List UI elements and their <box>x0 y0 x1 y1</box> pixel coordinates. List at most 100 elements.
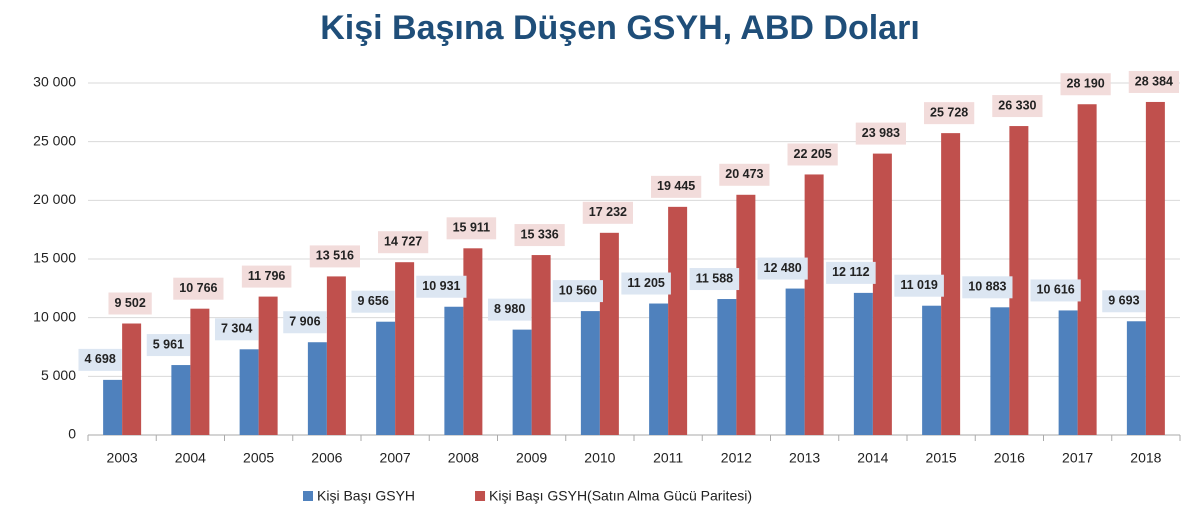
y-tick-label: 5 000 <box>41 367 76 383</box>
value-label: 11 796 <box>248 269 286 283</box>
value-label: 9 502 <box>114 296 145 310</box>
value-label: 4 698 <box>84 352 115 366</box>
value-label-box <box>78 348 122 371</box>
bar <box>395 262 415 435</box>
bar <box>171 365 191 435</box>
value-label-box <box>992 95 1043 118</box>
x-tick-label: 2015 <box>926 450 957 466</box>
value-label: 12 112 <box>832 265 870 279</box>
bar <box>444 306 464 435</box>
value-label: 11 588 <box>696 271 734 285</box>
value-label-box <box>787 143 838 166</box>
bar <box>326 276 346 435</box>
value-label-box <box>855 122 906 145</box>
value-label-box <box>894 274 944 297</box>
value-label: 28 190 <box>1067 77 1105 91</box>
legend-label: Kişi Başı GSYH(Satın Alma Gücü Paritesi) <box>489 488 752 504</box>
x-tick-label: 2006 <box>311 450 342 466</box>
value-label-box <box>924 102 975 125</box>
value-label: 11 205 <box>627 276 665 290</box>
value-label-box <box>214 318 259 341</box>
bar <box>239 349 259 435</box>
value-label-box <box>487 298 532 321</box>
x-tick-label: 2010 <box>584 450 615 466</box>
value-label: 20 473 <box>725 167 763 181</box>
x-tick-label: 2011 <box>653 450 683 466</box>
bar <box>853 292 873 435</box>
x-tick-label: 2004 <box>175 450 206 466</box>
x-tick-label: 2014 <box>857 450 888 466</box>
bar <box>103 379 123 435</box>
bar <box>1009 126 1029 435</box>
value-label-box <box>446 217 497 240</box>
value-label-box <box>173 277 224 300</box>
x-tick-label: 2003 <box>107 450 138 466</box>
y-tick-label: 30 000 <box>33 74 76 90</box>
value-label-box <box>962 276 1013 299</box>
y-tick-label: 0 <box>68 426 76 442</box>
bar <box>1145 101 1165 436</box>
y-tick-label: 15 000 <box>33 250 76 266</box>
bar <box>736 194 756 435</box>
value-label-box <box>552 280 603 303</box>
value-label-box <box>651 175 702 198</box>
x-tick-label: 2016 <box>994 450 1025 466</box>
value-label-box <box>1030 279 1081 302</box>
bar <box>512 329 532 435</box>
value-label-box <box>241 265 292 288</box>
x-tick-label: 2012 <box>721 450 752 466</box>
value-label-box <box>283 311 327 334</box>
value-label: 23 983 <box>862 126 900 140</box>
bar <box>1126 321 1146 435</box>
value-label-box <box>514 224 565 247</box>
value-label: 22 205 <box>794 147 832 161</box>
bar <box>785 288 805 435</box>
value-label: 5 961 <box>153 337 184 351</box>
x-tick-label: 2017 <box>1062 450 1093 466</box>
value-label-box <box>1060 73 1111 96</box>
value-label: 17 232 <box>589 205 627 219</box>
bar <box>1058 310 1078 435</box>
value-label: 11 019 <box>900 278 938 292</box>
value-label: 14 727 <box>384 235 422 249</box>
legend-label: Kişi Başı GSYH <box>317 488 415 504</box>
value-label: 10 616 <box>1037 283 1075 297</box>
value-label: 28 384 <box>1135 74 1173 88</box>
value-label-box <box>108 292 152 315</box>
value-label-box <box>1128 70 1179 93</box>
value-label-box <box>826 261 876 284</box>
value-label: 15 911 <box>453 221 491 235</box>
value-label-box <box>582 201 633 224</box>
value-label: 12 480 <box>764 261 802 275</box>
bar <box>463 248 483 435</box>
bar <box>190 308 210 435</box>
value-label: 15 336 <box>521 227 559 241</box>
bar <box>990 307 1010 435</box>
legend-swatch <box>475 491 486 501</box>
value-label: 9 693 <box>1108 294 1139 308</box>
bar <box>649 303 669 435</box>
x-tick-label: 2018 <box>1130 450 1161 466</box>
value-label: 10 931 <box>422 279 460 293</box>
value-label: 7 304 <box>221 322 252 336</box>
legend-swatch <box>303 491 313 501</box>
bar <box>580 311 600 435</box>
bar <box>376 321 396 435</box>
value-label-box <box>309 245 360 268</box>
x-tick-label: 2009 <box>516 450 547 466</box>
value-label-box <box>689 268 740 291</box>
value-label-box <box>378 231 429 254</box>
bar <box>717 299 737 435</box>
value-label-box <box>1102 290 1146 313</box>
x-tick-label: 2008 <box>448 450 479 466</box>
value-label: 10 560 <box>559 283 597 297</box>
value-label: 9 656 <box>357 294 388 308</box>
value-label: 7 906 <box>289 315 320 329</box>
bar <box>599 232 619 435</box>
value-label: 25 728 <box>930 105 968 119</box>
bar <box>922 305 942 435</box>
bar <box>941 133 961 435</box>
value-label: 10 883 <box>968 280 1006 294</box>
value-label: 10 766 <box>179 281 217 295</box>
value-label: 26 330 <box>998 98 1036 112</box>
